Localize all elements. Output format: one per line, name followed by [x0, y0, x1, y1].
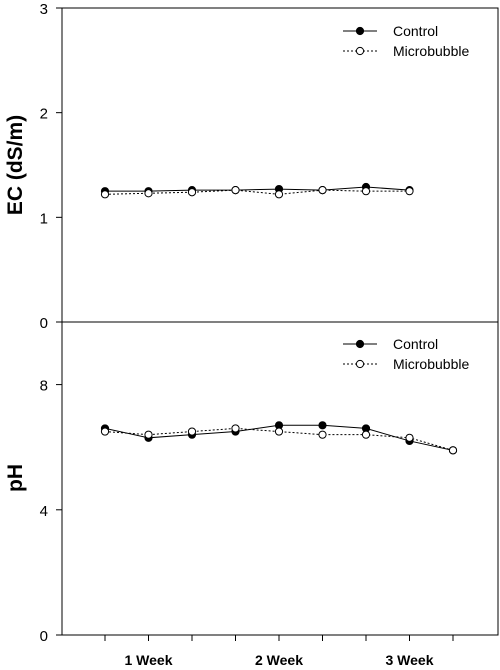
ph-legend-microbubble-label: Microbubble: [393, 356, 469, 372]
ph-y-axis: 0 4 8: [40, 378, 62, 645]
ec-y-tick-label: 3: [40, 1, 48, 18]
ec-microbubble-point: [144, 189, 153, 198]
ph-microbubble-point: [318, 430, 327, 439]
ec-y-axis-label: EC (dS/m): [4, 115, 27, 215]
ec-y-tick-label: 0: [40, 315, 48, 332]
ph-legend: Control Microbubble: [343, 336, 469, 372]
ec-microbubble-point: [187, 188, 197, 197]
ec-legend-control-marker: [355, 26, 365, 36]
ec-y-tick-label: 2: [40, 106, 48, 123]
ph-plot-frame: [61, 321, 499, 636]
ph-legend-control-label: Control: [393, 336, 438, 352]
ec-legend-microbubble-label: Microbubble: [393, 43, 469, 59]
ec-microbubble-point: [274, 190, 284, 199]
ph-microbubble-point: [187, 427, 197, 436]
ec-microbubble-point: [318, 186, 327, 195]
ph-y-axis-label: pH: [4, 464, 27, 492]
ph-microbubble-point: [231, 424, 240, 433]
ec-y-tick-label: 1: [40, 210, 48, 227]
ec-microbubble-point: [361, 187, 371, 196]
ec-panel: 0 1 2 3 Control Microbubble EC (dS/m): [4, 1, 499, 332]
ec-microbubble-point: [100, 190, 110, 199]
ph-microbubble-point: [144, 430, 153, 439]
ph-microbubble-point: [361, 430, 371, 439]
ph-legend-control-marker: [355, 339, 365, 349]
ec-legend-microbubble-marker: [355, 46, 365, 56]
ph-x-tick-label: 2 Week: [255, 652, 303, 668]
ec-control-line: [105, 186, 410, 192]
ph-legend-microbubble-marker: [355, 359, 365, 369]
ph-x-axis: 1 Week 2 Week 3 Week: [104, 635, 454, 668]
ph-microbubble-point: [274, 427, 284, 436]
ph-microbubble-point: [100, 427, 110, 436]
ec-legend-control-label: Control: [393, 23, 438, 39]
ph-microbubble-point: [405, 433, 414, 442]
ph-x-tick-label: 3 Week: [386, 652, 434, 668]
ec-y-axis: 0 1 2 3: [40, 1, 62, 332]
ph-series-group: [100, 421, 458, 455]
ec-microbubble-point: [405, 187, 414, 196]
ec-legend: Control Microbubble: [343, 23, 469, 59]
ph-panel: 0 4 8 1 Week 2 Week 3 Week Control Microbubbl…: [4, 321, 499, 668]
ec-microbubble-line: [104, 189, 410, 195]
ph-microbubble-point: [448, 446, 458, 455]
ph-y-tick-label: 4: [40, 503, 48, 520]
ph-y-tick-label: 0: [40, 628, 48, 645]
ph-x-tick-label: 1 Week: [125, 652, 173, 668]
ec-microbubble-point: [231, 186, 240, 195]
ec-series-group: [100, 182, 414, 199]
ph-control-point: [318, 421, 327, 430]
ph-y-tick-label: 8: [40, 378, 48, 395]
